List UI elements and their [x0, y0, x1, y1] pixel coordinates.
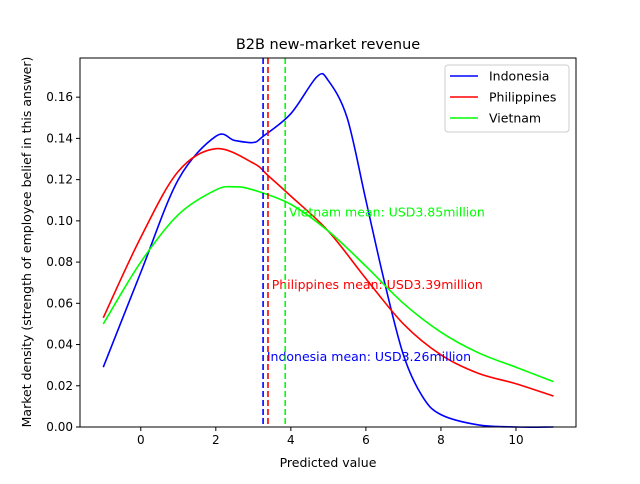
- y-tick-label: 0.06: [46, 296, 73, 310]
- legend-label-indonesia: Indonesia: [489, 69, 549, 84]
- y-tick-label: 0.08: [46, 255, 73, 269]
- y-tick-label: 0.16: [46, 90, 73, 104]
- x-tick-label: 4: [287, 433, 295, 447]
- mean-annotation-philippines: Philippines mean: USD3.39million: [272, 277, 483, 292]
- y-tick-label: 0.00: [46, 420, 73, 434]
- series-line-philippines: [102, 147, 554, 397]
- y-tick-label: 0.10: [46, 214, 73, 228]
- y-tick-label: 0.02: [46, 379, 73, 393]
- mean-annotation-indonesia: Indonesia mean: USD3.26million: [267, 349, 471, 364]
- plot-area: Indonesia mean: USD3.26million Philippine…: [46, 57, 577, 447]
- mean-annotation-vietnam: Vietnam mean: USD3.85million: [289, 205, 485, 220]
- series-line-vietnam: [102, 185, 554, 383]
- series-line-indonesia: [102, 72, 554, 428]
- y-tick-label: 0.04: [46, 338, 73, 352]
- x-axis-label: Predicted value: [280, 455, 377, 470]
- y-axis-label: Market density (strength of employee bel…: [19, 57, 34, 428]
- y-tick-label: 0.14: [46, 131, 73, 145]
- x-tick-label: 0: [137, 433, 145, 447]
- x-tick-label: 10: [508, 433, 523, 447]
- legend-label-philippines: Philippines: [489, 90, 556, 105]
- x-tick-label: 6: [362, 433, 370, 447]
- x-tick-label: 2: [212, 433, 220, 447]
- legend-label-vietnam: Vietnam: [489, 111, 541, 126]
- axes-frame: [79, 57, 577, 428]
- x-tick-label: 8: [437, 433, 445, 447]
- chart-title: B2B new-market revenue: [236, 37, 420, 53]
- y-tick-label: 0.12: [46, 173, 73, 187]
- legend-box: [444, 64, 570, 133]
